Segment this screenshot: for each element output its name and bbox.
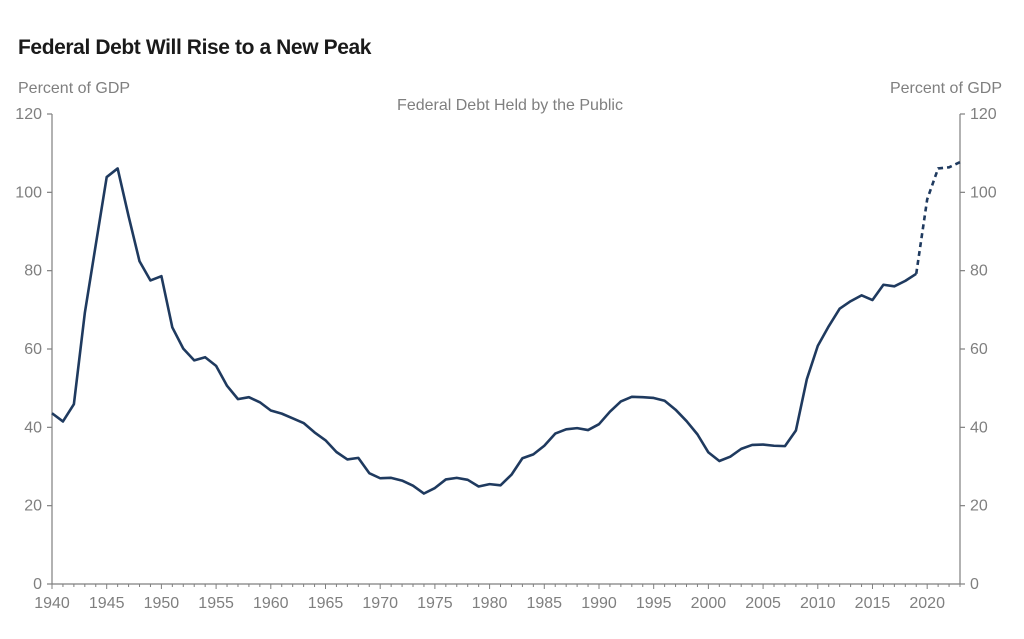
x-tick-label: 2015 bbox=[855, 595, 891, 612]
projected-debt-line bbox=[914, 160, 961, 274]
left-y-tick-label: 80 bbox=[24, 263, 42, 280]
left-y-tick-label: 100 bbox=[15, 184, 42, 201]
left-y-tick-label: 120 bbox=[15, 106, 42, 123]
right-axis-unit-label: Percent of GDP bbox=[889, 80, 1002, 97]
x-tick-label: 1960 bbox=[253, 595, 289, 612]
left-y-tick-label: 40 bbox=[24, 419, 42, 436]
chart-title: Federal Debt Will Rise to a New Peak bbox=[18, 36, 372, 59]
left-y-tick-label: 60 bbox=[24, 341, 42, 358]
right-y-tick-label: 60 bbox=[970, 341, 988, 358]
x-tick-label: 1950 bbox=[144, 595, 180, 612]
right-y-tick-label: 120 bbox=[970, 106, 997, 123]
x-tick-label: 1945 bbox=[89, 595, 125, 612]
left-axis-unit-label: Percent of GDP bbox=[18, 80, 131, 97]
x-tick-label: 1980 bbox=[472, 595, 508, 612]
x-tick-label: 1970 bbox=[362, 595, 398, 612]
right-y-tick-label: 100 bbox=[970, 184, 997, 201]
x-tick-label: 1995 bbox=[636, 595, 672, 612]
x-tick-label: 1975 bbox=[417, 595, 453, 612]
x-tick-label: 1990 bbox=[581, 595, 617, 612]
x-tick-label: 1940 bbox=[34, 595, 70, 612]
x-tick-label: 2010 bbox=[800, 595, 836, 612]
actual-debt-line bbox=[51, 167, 917, 495]
right-y-tick-label: 20 bbox=[970, 498, 988, 515]
x-tick-label: 1965 bbox=[308, 595, 344, 612]
plot-subtitle: Federal Debt Held by the Public bbox=[397, 97, 623, 114]
chart-marks bbox=[51, 160, 961, 495]
x-tick-label: 2020 bbox=[909, 595, 945, 612]
left-y-tick-label: 0 bbox=[33, 576, 42, 593]
right-y-tick-label: 80 bbox=[970, 263, 988, 280]
x-tick-label: 1985 bbox=[526, 595, 562, 612]
x-tick-label: 1955 bbox=[198, 595, 234, 612]
left-y-tick-label: 20 bbox=[24, 498, 42, 515]
right-y-tick-label: 40 bbox=[970, 419, 988, 436]
right-y-tick-label: 0 bbox=[970, 576, 979, 593]
x-tick-label: 2005 bbox=[745, 595, 781, 612]
x-tick-label: 2000 bbox=[691, 595, 727, 612]
